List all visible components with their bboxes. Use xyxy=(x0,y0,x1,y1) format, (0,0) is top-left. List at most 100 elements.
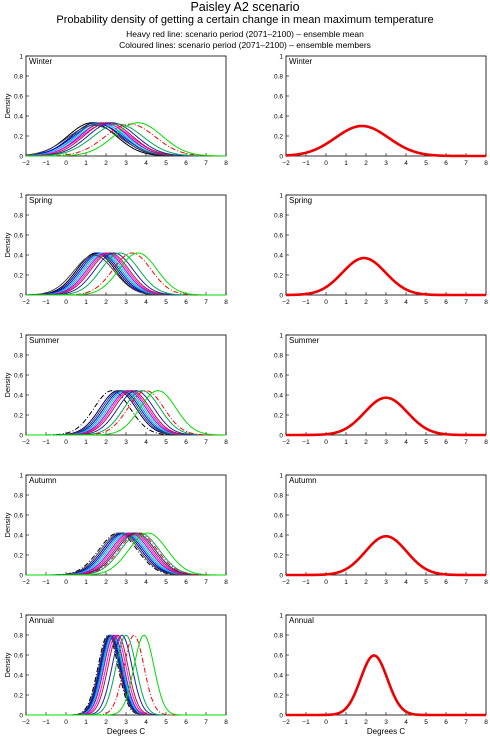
y-tick-label: 0.8 xyxy=(274,212,283,219)
x-tick-label: 0 xyxy=(324,579,328,586)
x-tick-label: 8 xyxy=(484,160,488,167)
panel-annual-members xyxy=(25,614,227,716)
y-tick-label: 0.2 xyxy=(14,412,23,419)
member-curve xyxy=(26,122,227,157)
y-tick-label: 0.2 xyxy=(14,272,23,279)
x-tick-label: 1 xyxy=(84,299,88,306)
ensemble-mean-curve xyxy=(286,654,486,717)
y-tick-label: 0.8 xyxy=(14,492,23,499)
x-tick-label: −2 xyxy=(282,160,290,167)
y-tick-label: 0.4 xyxy=(274,252,283,259)
y-tick-label: 0.4 xyxy=(14,532,23,539)
y-tick-label: 0.6 xyxy=(274,372,283,379)
x-tick-label: 8 xyxy=(484,439,488,446)
y-tick-label: 0.8 xyxy=(274,492,283,499)
x-tick-label: −1 xyxy=(302,579,310,586)
y-tick-label: 0.2 xyxy=(274,133,283,140)
member-curve xyxy=(25,123,226,157)
x-tick-label: 3 xyxy=(384,299,388,306)
x-tick-label: 3 xyxy=(384,719,388,726)
x-tick-label: 2 xyxy=(364,439,368,446)
x-tick-label: 1 xyxy=(84,160,88,167)
x-tick-label: 7 xyxy=(464,579,468,586)
y-axis-label: Density xyxy=(3,93,12,118)
y-tick-label: 0 xyxy=(19,153,23,160)
x-tick-label: −1 xyxy=(42,719,50,726)
axes-frame xyxy=(285,614,487,716)
x-tick-label: 3 xyxy=(124,299,128,306)
x-tick-label: 1 xyxy=(84,439,88,446)
x-tick-label: 7 xyxy=(204,719,208,726)
x-tick-label: 4 xyxy=(404,160,408,167)
x-tick-label: 3 xyxy=(124,160,128,167)
x-tick-label: 0 xyxy=(64,579,68,586)
x-tick-label: 7 xyxy=(464,160,468,167)
x-tick-label: 6 xyxy=(184,160,188,167)
figure-subtitle: Probability density of getting a certain… xyxy=(56,14,434,26)
x-tick-label: 5 xyxy=(424,160,428,167)
y-tick-label: 1 xyxy=(279,332,283,339)
x-tick-label: 0 xyxy=(64,160,68,167)
x-tick-label: −2 xyxy=(22,719,30,726)
y-tick-label: 0.4 xyxy=(14,252,23,259)
panel-spring-members xyxy=(25,194,227,296)
x-tick-label: 3 xyxy=(384,579,388,586)
y-tick-label: 0.8 xyxy=(274,73,283,80)
y-tick-label: 0.8 xyxy=(14,632,23,639)
x-tick-label: 6 xyxy=(444,160,448,167)
x-tick-label: −2 xyxy=(22,439,30,446)
y-tick-label: 0.4 xyxy=(274,392,283,399)
x-tick-label: 7 xyxy=(204,439,208,446)
axes-frame xyxy=(25,474,227,576)
y-tick-label: 0.6 xyxy=(14,512,23,519)
panel-summer-ensemble_mean xyxy=(285,334,487,437)
x-tick-label: 6 xyxy=(184,719,188,726)
y-tick-label: 1 xyxy=(19,192,23,199)
y-tick-label: 0.8 xyxy=(274,632,283,639)
x-tick-label: 6 xyxy=(184,299,188,306)
y-tick-label: 0.8 xyxy=(274,352,283,359)
x-tick-label: −1 xyxy=(42,160,50,167)
x-tick-label: −1 xyxy=(302,719,310,726)
x-tick-label: 7 xyxy=(464,439,468,446)
season-label: Spring xyxy=(29,196,52,205)
y-tick-label: 1 xyxy=(279,612,283,619)
member-curve xyxy=(26,252,226,296)
x-tick-label: 2 xyxy=(104,299,108,306)
y-axis-label: Density xyxy=(3,652,12,677)
x-tick-label: 6 xyxy=(444,579,448,586)
y-tick-label: 0.6 xyxy=(14,232,23,239)
x-tick-label: 2 xyxy=(364,160,368,167)
x-tick-label: 2 xyxy=(364,719,368,726)
member-curve xyxy=(26,123,226,157)
legend-note-ensemble-members: Coloured lines: scenario period (2071–21… xyxy=(119,40,371,50)
x-tick-label: 4 xyxy=(404,299,408,306)
y-tick-label: 1 xyxy=(279,53,283,60)
x-tick-label: 6 xyxy=(184,439,188,446)
y-tick-label: 0.6 xyxy=(14,652,23,659)
legend-note-ensemble-mean: Heavy red line: scenario period (2071–21… xyxy=(126,29,364,39)
y-tick-label: 0.2 xyxy=(14,552,23,559)
y-tick-label: 0.8 xyxy=(14,352,23,359)
y-axis-label: Density xyxy=(3,372,12,397)
y-tick-label: 0 xyxy=(19,432,23,439)
x-tick-label: 5 xyxy=(164,579,168,586)
y-tick-label: 0.8 xyxy=(14,73,23,80)
x-tick-label: 5 xyxy=(164,719,168,726)
ensemble-mean-curve xyxy=(285,256,486,297)
y-tick-label: 0.4 xyxy=(274,113,283,120)
x-tick-label: 0 xyxy=(324,299,328,306)
x-tick-label: 4 xyxy=(404,439,408,446)
y-tick-label: 1 xyxy=(279,192,283,199)
y-tick-label: 1 xyxy=(19,332,23,339)
season-label: Summer xyxy=(29,336,60,345)
x-tick-label: 4 xyxy=(144,579,148,586)
x-tick-label: 7 xyxy=(204,299,208,306)
y-tick-label: 0.4 xyxy=(274,672,283,679)
x-axis-label: Degrees C xyxy=(367,727,405,736)
y-tick-label: 0.2 xyxy=(274,692,283,699)
x-tick-label: 7 xyxy=(464,719,468,726)
panel-spring-ensemble_mean xyxy=(285,194,487,297)
x-tick-label: 5 xyxy=(164,160,168,167)
